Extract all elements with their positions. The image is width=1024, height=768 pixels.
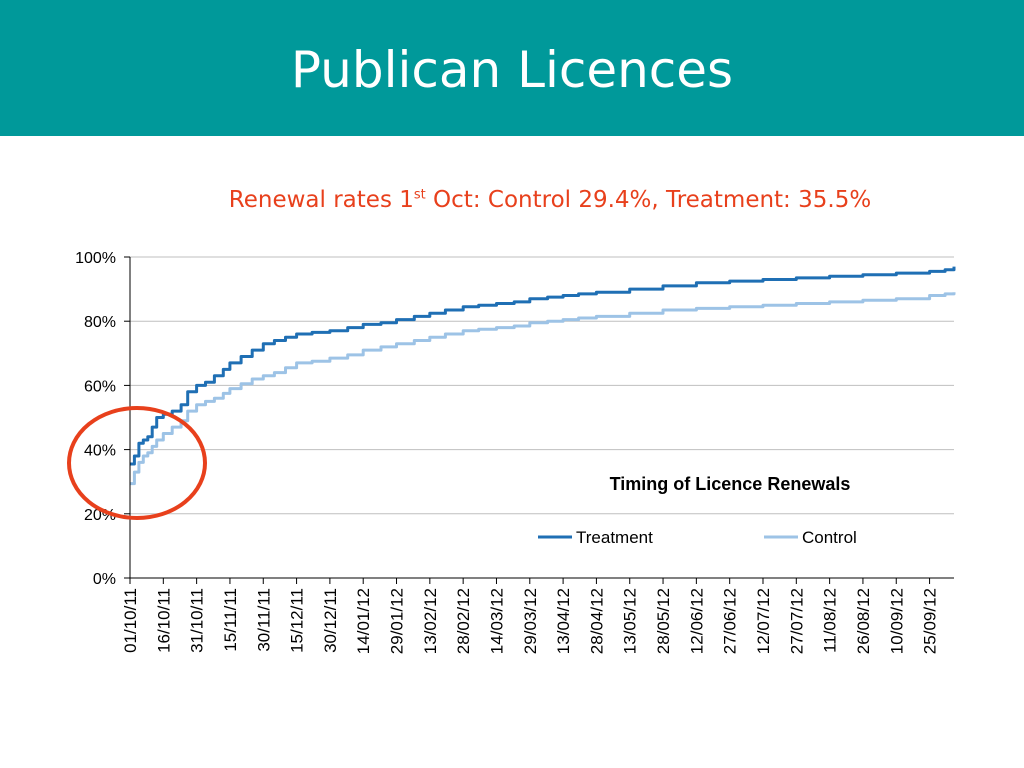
x-tick-label: 10/09/12	[887, 588, 906, 654]
highlight-circle	[67, 406, 207, 520]
legend-label: Control	[802, 528, 857, 547]
x-tick-label: 28/04/12	[587, 588, 606, 654]
x-axis-ticks: 01/10/11 16/10/11 31/10/11 15/11/11 30/11/11…	[121, 578, 940, 654]
title-banner: Publican Licences	[0, 0, 1024, 136]
y-tick-label: 100%	[75, 250, 116, 267]
y-tick-label: 40%	[84, 443, 116, 460]
x-tick-label: 30/12/11	[321, 588, 340, 653]
subtitle-text-start: Renewal rates 1	[228, 187, 414, 213]
x-tick-label: 25/09/12	[921, 588, 940, 654]
x-tick-label: 29/01/12	[388, 588, 407, 654]
series-line-treatment	[130, 266, 956, 466]
x-tick-label: 14/03/12	[487, 588, 506, 654]
series-lines	[130, 266, 956, 486]
slide-title: Publican Licences	[290, 41, 734, 99]
x-tick-label: 28/05/12	[654, 588, 673, 654]
subtitle-superscript: st	[413, 187, 426, 203]
x-tick-label: 27/06/12	[721, 588, 740, 654]
x-tick-label: 13/04/12	[554, 588, 573, 654]
renewal-rates-subtitle: Renewal rates 1st Oct: Control 29.4%, Tr…	[0, 184, 1024, 216]
subtitle-text-end: Oct: Control 29.4%, Treatment: 35.5%	[425, 187, 872, 213]
x-tick-label: 31/10/11	[188, 588, 207, 653]
x-tick-label: 28/02/12	[454, 588, 473, 654]
x-tick-label: 29/03/12	[521, 588, 540, 654]
x-tick-label: 15/11/11	[221, 588, 240, 652]
y-tick-label: 0%	[93, 571, 116, 588]
series-line-control	[130, 292, 956, 486]
x-tick-label: 11/08/12	[821, 588, 840, 653]
chart-axes	[129, 257, 954, 579]
y-tick-label: 80%	[84, 314, 116, 331]
chart-legend: Treatment Control	[538, 528, 857, 547]
y-axis-ticks: 0%20%40%60%80%100%	[75, 250, 130, 588]
x-tick-label: 13/02/12	[421, 588, 440, 654]
x-tick-label: 30/11/11	[254, 588, 273, 652]
legend-label: Treatment	[576, 528, 653, 547]
x-tick-label: 14/01/12	[354, 588, 373, 654]
y-tick-label: 60%	[84, 378, 116, 395]
x-tick-label: 16/10/11	[154, 588, 173, 653]
x-tick-label: 26/08/12	[854, 588, 873, 654]
x-tick-label: 15/12/11	[288, 588, 307, 653]
x-tick-label: 13/05/12	[621, 588, 640, 654]
x-tick-label: 12/06/12	[687, 588, 706, 654]
chart-title: Timing of Licence Renewals	[610, 474, 851, 494]
x-tick-label: 27/07/12	[787, 588, 806, 654]
x-tick-label: 12/07/12	[754, 588, 773, 654]
x-tick-label: 01/10/11	[121, 588, 140, 653]
gridlines	[130, 256, 954, 515]
